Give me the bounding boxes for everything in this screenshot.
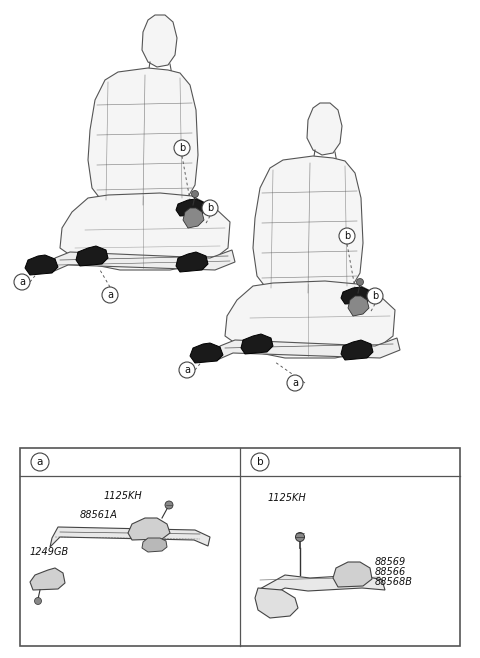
Circle shape — [251, 453, 269, 471]
Polygon shape — [307, 103, 342, 155]
Circle shape — [14, 274, 30, 290]
Polygon shape — [255, 588, 298, 618]
Polygon shape — [25, 255, 58, 275]
Text: b: b — [372, 291, 378, 301]
Polygon shape — [52, 250, 235, 272]
Polygon shape — [176, 199, 207, 216]
Polygon shape — [176, 252, 208, 272]
Polygon shape — [50, 527, 210, 547]
Polygon shape — [30, 568, 65, 590]
Circle shape — [179, 362, 195, 378]
Polygon shape — [348, 296, 369, 316]
Text: a: a — [184, 365, 190, 375]
Polygon shape — [253, 156, 363, 300]
Text: a: a — [19, 277, 25, 287]
Polygon shape — [76, 246, 108, 266]
Circle shape — [296, 532, 304, 542]
Circle shape — [202, 200, 218, 216]
Circle shape — [367, 288, 383, 304]
Circle shape — [102, 287, 118, 303]
Polygon shape — [217, 338, 400, 360]
Text: 1249GB: 1249GB — [30, 547, 69, 557]
Polygon shape — [142, 15, 177, 67]
Circle shape — [35, 597, 41, 605]
Text: b: b — [257, 457, 264, 467]
Polygon shape — [225, 281, 395, 358]
Text: 88568B: 88568B — [375, 577, 413, 587]
Text: 1125KH: 1125KH — [104, 491, 143, 501]
Circle shape — [287, 375, 303, 391]
Polygon shape — [341, 340, 373, 360]
Polygon shape — [258, 575, 385, 600]
Circle shape — [192, 191, 199, 197]
Circle shape — [357, 278, 363, 286]
FancyBboxPatch shape — [20, 448, 460, 646]
Text: 88566: 88566 — [375, 567, 406, 577]
Text: b: b — [207, 203, 213, 213]
Polygon shape — [183, 208, 204, 228]
Text: b: b — [179, 143, 185, 153]
Text: 1125KH: 1125KH — [268, 493, 307, 503]
Polygon shape — [241, 334, 273, 354]
Circle shape — [31, 453, 49, 471]
Polygon shape — [190, 343, 223, 363]
Circle shape — [339, 228, 355, 244]
Polygon shape — [142, 538, 167, 552]
Polygon shape — [88, 68, 198, 212]
Text: a: a — [292, 378, 298, 388]
Polygon shape — [333, 562, 372, 587]
Text: 88569: 88569 — [375, 557, 406, 567]
Text: b: b — [344, 231, 350, 241]
Polygon shape — [60, 193, 230, 270]
Text: a: a — [37, 457, 43, 467]
Text: a: a — [107, 290, 113, 300]
Circle shape — [165, 501, 173, 509]
Polygon shape — [128, 518, 170, 540]
Circle shape — [174, 140, 190, 156]
Text: 88561A: 88561A — [80, 510, 118, 520]
Polygon shape — [341, 287, 372, 304]
